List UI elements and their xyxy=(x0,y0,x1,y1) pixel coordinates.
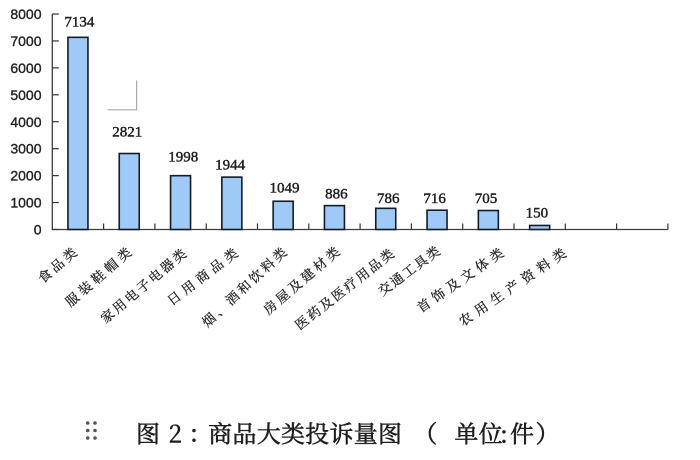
svg-text:2000: 2000 xyxy=(10,168,41,184)
svg-text:4000: 4000 xyxy=(10,114,41,130)
svg-text:1000: 1000 xyxy=(10,195,41,211)
svg-text:2821: 2821 xyxy=(112,124,142,140)
svg-text:1049: 1049 xyxy=(270,180,300,196)
svg-text:1998: 1998 xyxy=(168,150,198,166)
svg-text:5000: 5000 xyxy=(10,87,41,103)
svg-text:8000: 8000 xyxy=(10,6,41,22)
svg-text:786: 786 xyxy=(377,191,400,207)
svg-text:705: 705 xyxy=(475,191,498,207)
svg-text:7134: 7134 xyxy=(64,15,95,31)
svg-text:7000: 7000 xyxy=(10,33,41,49)
svg-text:3000: 3000 xyxy=(10,141,41,157)
svg-text:6000: 6000 xyxy=(10,60,41,76)
svg-text:716: 716 xyxy=(423,191,446,207)
svg-text:150: 150 xyxy=(526,206,549,222)
svg-text:1944: 1944 xyxy=(215,157,246,173)
svg-text:886: 886 xyxy=(325,186,348,202)
svg-text:0: 0 xyxy=(34,222,42,238)
